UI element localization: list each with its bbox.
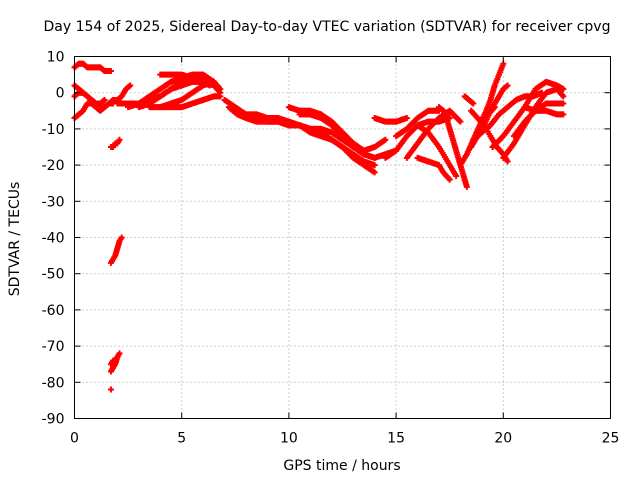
data-point [116,136,123,143]
data-point [560,93,567,100]
data-point [118,234,125,241]
data-point [504,158,511,165]
series-sat-v [371,115,410,125]
series-sat-c [71,100,117,122]
series-sat-ak [478,104,498,125]
data-point [457,118,464,125]
series-sat-q [221,96,378,161]
y-tick-label: -20 [42,158,65,174]
chart-title: Day 154 of 2025, Sidereal Day-to-day VTE… [44,19,611,35]
x-tick-label: 0 [70,431,79,447]
series-sat-x [403,107,464,161]
y-tick-label: -80 [42,375,65,391]
y-tick-label: -50 [42,267,65,283]
x-axis-tick-labels: 0 5 10 15 20 25 [70,431,619,447]
series-sat-d [71,82,108,107]
x-tick-label: 25 [602,431,620,447]
y-tick-label: -30 [42,194,65,210]
data-point [101,96,108,103]
series-sat-am [435,104,451,118]
series-sat-y [393,107,442,140]
series-sat-o [157,93,224,111]
series-sat-f [107,234,125,266]
series-sat-al [461,93,477,107]
data-point [371,162,378,169]
series-sat-i [107,353,121,368]
data-point [560,100,567,107]
data-point [560,86,567,93]
series-sat-af [470,89,545,143]
y-tick-label: -70 [42,339,65,355]
x-axis-label: GPS time / hours [283,458,400,474]
y-tick-label: -10 [42,122,65,138]
series-sat-s [230,107,378,169]
series-sat-aa [414,154,453,183]
data-point [127,82,134,89]
data-point [463,183,470,190]
data-point [217,86,224,93]
y-tick-label: 0 [56,86,65,102]
data-point [453,172,460,179]
series-sat-g [107,386,114,393]
data-point [371,169,378,176]
data-point [107,386,114,393]
data-point [491,104,498,111]
y-axis-tick-labels: 10 0 -10 -20 -30 -40 -50 -60 -70 -80 -90 [42,50,65,428]
y-tick-label: 10 [47,50,65,66]
data-point [206,82,213,89]
y-tick-label: -60 [42,303,65,319]
series-sat-p [157,71,213,89]
y-tick-label: -40 [42,231,65,247]
x-tick-label: 20 [494,431,512,447]
series-sat-aj [521,104,567,118]
series-sat-ai [511,100,567,140]
y-tick-label: -90 [42,412,65,428]
data-point [382,136,389,143]
data-point [107,67,114,74]
series-sat-a [71,60,114,74]
x-tick-label: 10 [280,431,298,447]
x-tick-label: 5 [177,431,186,447]
data-point [446,176,453,183]
data-point [504,82,511,89]
data-point [403,115,410,122]
y-axis-label: SDTVAR / TECUs [7,182,23,297]
data-point [560,111,567,118]
data-point [114,353,121,360]
data-point [470,100,477,107]
series-sat-j [114,82,134,103]
grid [74,56,611,419]
series-sat-z [414,122,460,179]
data-point [217,93,224,100]
data-point [116,350,123,357]
axis-ticks [74,56,611,419]
data-points [71,60,567,393]
series-sat-e [107,136,123,150]
data-point [444,111,451,118]
x-tick-label: 15 [387,431,405,447]
